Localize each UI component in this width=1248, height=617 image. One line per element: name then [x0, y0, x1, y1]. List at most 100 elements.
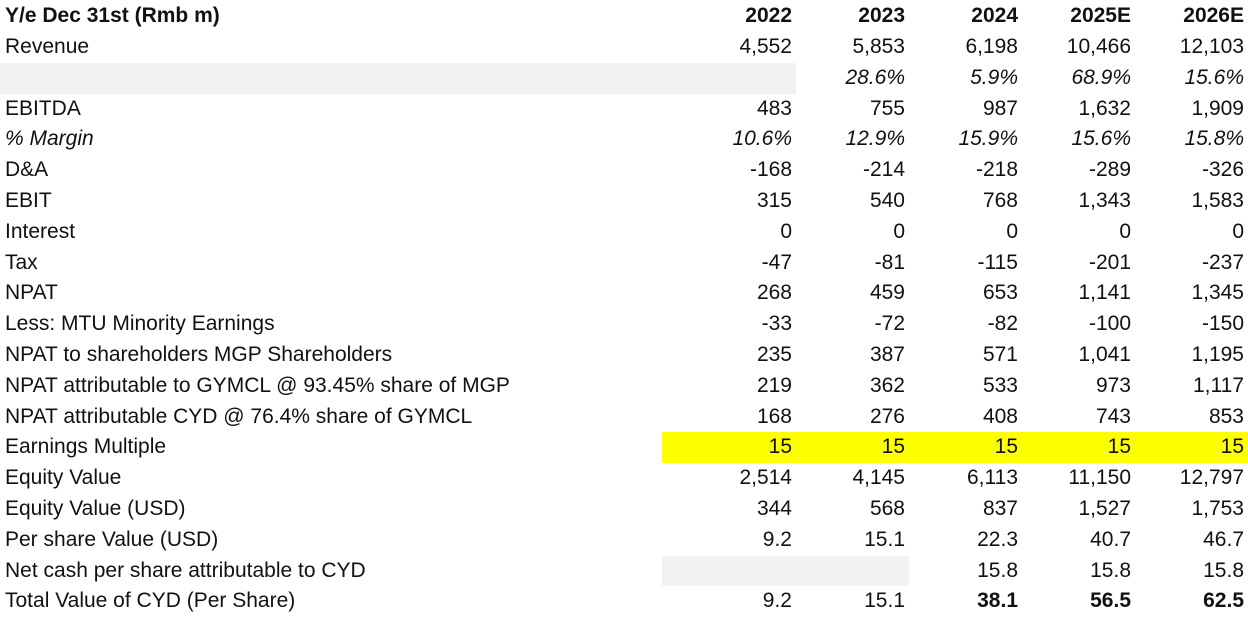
cell: 219	[756, 373, 792, 397]
cell: 235	[756, 342, 792, 366]
year-2022: 2022	[745, 3, 792, 27]
cell: -33	[761, 312, 792, 336]
cell: 38.1	[977, 589, 1018, 613]
cell	[796, 555, 909, 587]
cell: 12.9%	[845, 127, 905, 151]
row-label: NPAT to shareholders MGP Shareholders	[5, 342, 393, 366]
cell: -47	[761, 250, 792, 274]
row-label: Revenue	[5, 35, 90, 58]
cell	[662, 62, 796, 94]
cell: -218	[975, 158, 1018, 182]
cell: 15.8	[977, 558, 1018, 582]
cell: 1,117	[1193, 373, 1244, 397]
cell: -100	[1088, 312, 1131, 336]
cell: 0	[1006, 219, 1018, 243]
cell: 768	[982, 188, 1018, 212]
cell: -72	[874, 312, 905, 336]
cell: 571	[982, 342, 1018, 366]
cell: -168	[749, 158, 792, 182]
cell: -237	[1201, 250, 1244, 274]
cell: 68.9%	[1071, 65, 1131, 89]
row-per-share-value: Per share Value (USD) 9.2 15.1 22.3 40.7…	[0, 525, 1248, 556]
cell: 1,753	[1191, 496, 1244, 520]
highlighted-cell: 15	[1135, 432, 1248, 464]
row-da: D&A -168 -214 -218 -289 -326	[0, 155, 1248, 186]
cell: 344	[756, 496, 792, 520]
cell: 0	[1232, 219, 1244, 243]
row-minority: Less: MTU Minority Earnings -33 -72 -82 …	[0, 309, 1248, 340]
cell: 168	[756, 404, 792, 428]
cell: 0	[780, 219, 792, 243]
row-label: NPAT attributable CYD @ 76.4% share of G…	[5, 404, 473, 428]
row-interest: Interest 0 0 0 0 0	[0, 217, 1248, 248]
row-label	[0, 62, 662, 94]
year-2026e: 2026E	[1183, 3, 1244, 27]
row-tax: Tax -47 -81 -115 -201 -237	[0, 248, 1248, 279]
cell: 15.6%	[1184, 65, 1244, 89]
row-npat: NPAT 268 459 653 1,141 1,345	[0, 278, 1248, 309]
cell: 568	[869, 496, 905, 520]
cell: 15.1	[864, 527, 905, 551]
cell: -150	[1201, 312, 1244, 336]
row-total-value: Total Value of CYD (Per Share) 9.2 15.1 …	[0, 586, 1248, 617]
cell: 4,145	[852, 466, 905, 490]
row-npat-cyd: NPAT attributable CYD @ 76.4% share of G…	[0, 402, 1248, 433]
cell: 483	[756, 96, 792, 120]
row-margin: % Margin 10.6% 12.9% 15.9% 15.6% 15.8%	[0, 124, 1248, 155]
cell: -82	[987, 312, 1018, 336]
row-label: Earnings Multiple	[5, 435, 167, 459]
cell: 6,113	[967, 466, 1018, 490]
cell: -326	[1201, 158, 1244, 182]
row-net-cash: Net cash per share attributable to CYD 1…	[0, 555, 1248, 587]
cell: -289	[1088, 158, 1131, 182]
cell: 387	[869, 342, 905, 366]
cell: -115	[977, 250, 1018, 274]
cell: 1,527	[1078, 496, 1131, 520]
cell: 15.8%	[1184, 127, 1244, 151]
cell: 1,141	[1078, 281, 1131, 305]
row-label: NPAT attributable to GYMCL @ 93.45% shar…	[5, 373, 510, 397]
cell: 56.5	[1090, 589, 1131, 613]
cell: 653	[982, 281, 1018, 305]
cell: 0	[893, 219, 905, 243]
cell: 755	[869, 96, 905, 120]
cell: 12,103	[1179, 35, 1244, 58]
highlighted-cell: 15	[796, 432, 909, 464]
cell: 268	[756, 281, 792, 305]
cell: -81	[874, 250, 905, 274]
row-label: Equity Value	[5, 466, 122, 490]
row-label: Less: MTU Minority Earnings	[5, 312, 275, 336]
cell: 9.2	[762, 589, 792, 613]
cell: 1,041	[1078, 342, 1131, 366]
cell: 46.7	[1203, 527, 1244, 551]
cell: 5.9%	[970, 65, 1018, 89]
cell: 1,343	[1078, 188, 1131, 212]
cell: 15.8	[1090, 558, 1131, 582]
cell: 1,195	[1191, 342, 1244, 366]
cell: 9.2	[762, 527, 792, 551]
cell: 1,909	[1191, 96, 1244, 120]
cell: 15.8	[1203, 558, 1244, 582]
cell: 6,198	[965, 35, 1018, 58]
row-revenue: Revenue 4,552 5,853 6,198 10,466 12,103	[0, 32, 1248, 63]
header-label: Y/e Dec 31st (Rmb m)	[5, 3, 220, 27]
row-label: % Margin	[5, 127, 94, 151]
cell: 62.5	[1203, 589, 1244, 613]
row-npat-mgp: NPAT to shareholders MGP Shareholders 23…	[0, 340, 1248, 371]
year-2024: 2024	[971, 3, 1018, 27]
row-ebitda: EBITDA 483 755 987 1,632 1,909	[0, 94, 1248, 125]
cell: 408	[982, 404, 1018, 428]
cell: 15.6%	[1071, 127, 1131, 151]
cell: 2,514	[739, 466, 792, 490]
row-npat-gymcl: NPAT attributable to GYMCL @ 93.45% shar…	[0, 371, 1248, 402]
cell	[662, 555, 796, 587]
row-equity-value-usd: Equity Value (USD) 344 568 837 1,527 1,7…	[0, 494, 1248, 525]
year-2023: 2023	[858, 3, 905, 27]
cell: 28.6%	[845, 65, 905, 89]
row-label: Per share Value (USD)	[5, 527, 219, 551]
cell: 40.7	[1090, 527, 1131, 551]
row-label: D&A	[5, 158, 49, 182]
cell: 5,853	[852, 35, 905, 58]
cell: 4,552	[739, 35, 792, 58]
